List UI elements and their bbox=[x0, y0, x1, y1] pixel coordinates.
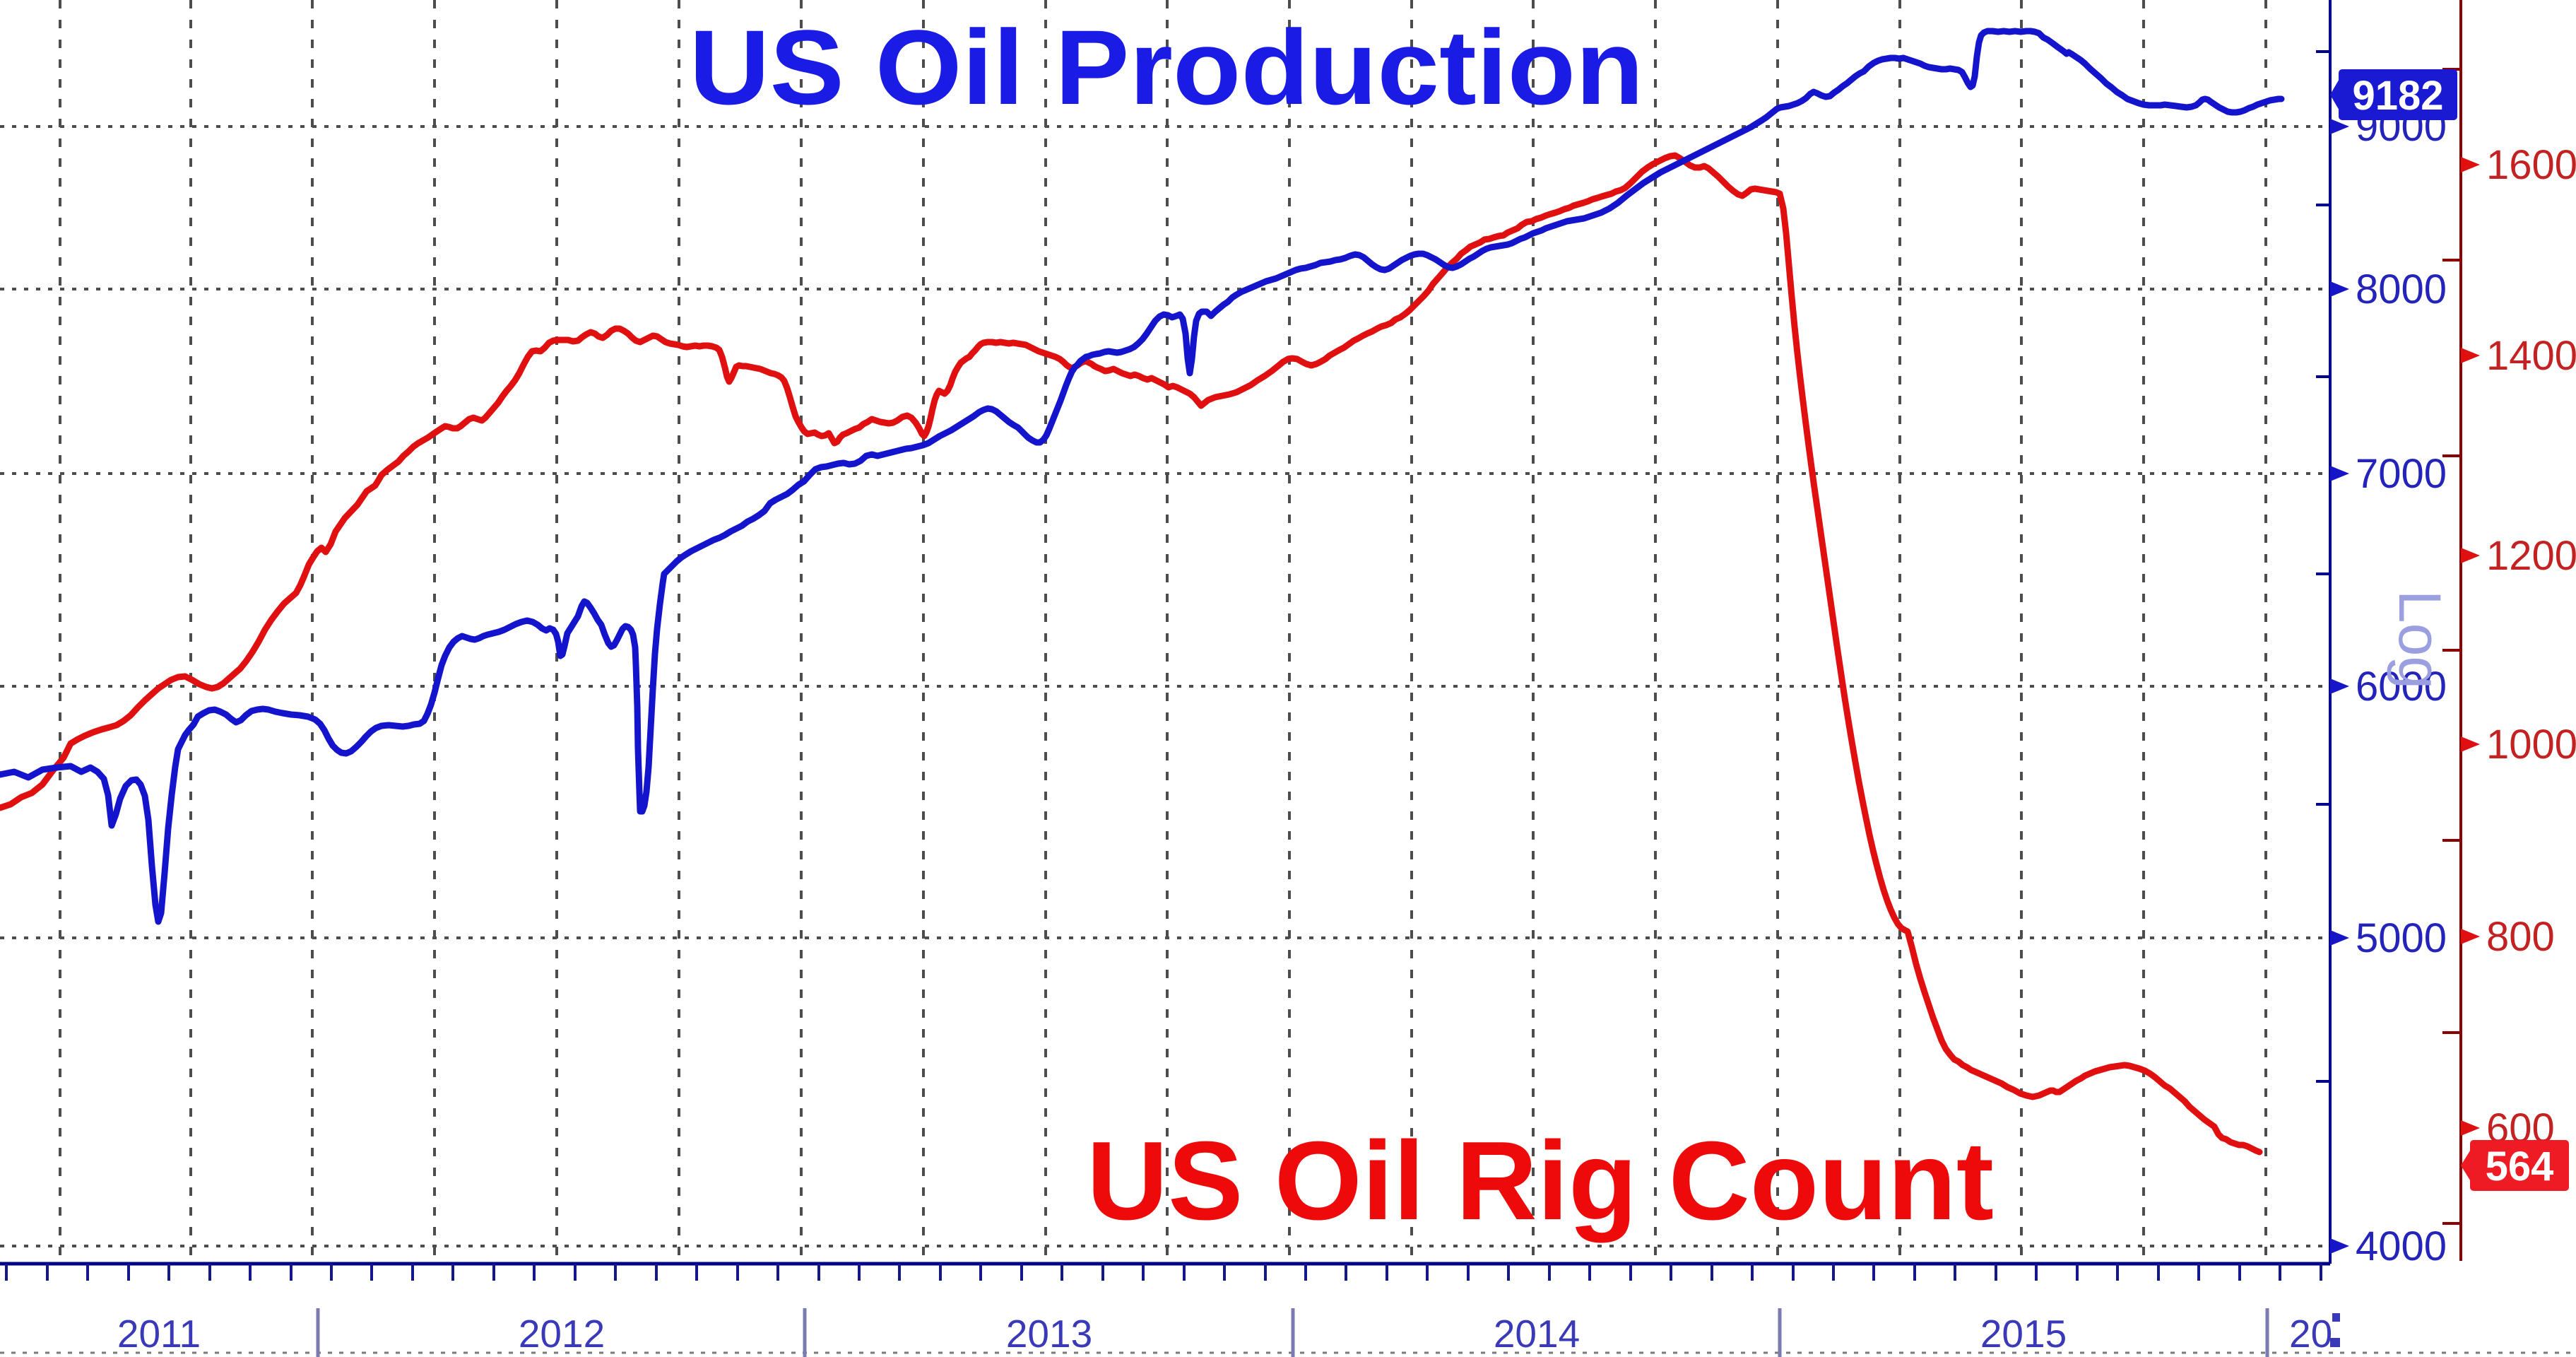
svg-text:8000: 8000 bbox=[2356, 266, 2447, 312]
svg-text:1400: 1400 bbox=[2486, 333, 2576, 379]
svg-text:US Oil Production: US Oil Production bbox=[690, 8, 1644, 127]
svg-text:6000: 6000 bbox=[2356, 664, 2447, 710]
svg-text:1600: 1600 bbox=[2486, 142, 2576, 188]
svg-text:4000: 4000 bbox=[2356, 1223, 2447, 1269]
svg-text:1000: 1000 bbox=[2486, 722, 2576, 768]
svg-text:9182: 9182 bbox=[2352, 73, 2443, 119]
svg-text:7000: 7000 bbox=[2356, 451, 2447, 497]
svg-text:2012: 2012 bbox=[519, 1312, 605, 1356]
svg-text:Log: Log bbox=[2387, 590, 2453, 689]
svg-text:800: 800 bbox=[2486, 914, 2555, 960]
svg-text:564: 564 bbox=[2486, 1144, 2554, 1189]
svg-text:1200: 1200 bbox=[2486, 533, 2576, 579]
svg-text:2013: 2013 bbox=[1006, 1312, 1092, 1356]
svg-text:20: 20 bbox=[2289, 1312, 2332, 1356]
svg-text:US Oil Rig Count: US Oil Rig Count bbox=[1087, 1119, 1994, 1243]
svg-text:2014: 2014 bbox=[1494, 1312, 1580, 1356]
svg-text:2011: 2011 bbox=[117, 1312, 201, 1356]
svg-text:2015: 2015 bbox=[1980, 1312, 2067, 1356]
svg-text:5000: 5000 bbox=[2356, 915, 2447, 961]
